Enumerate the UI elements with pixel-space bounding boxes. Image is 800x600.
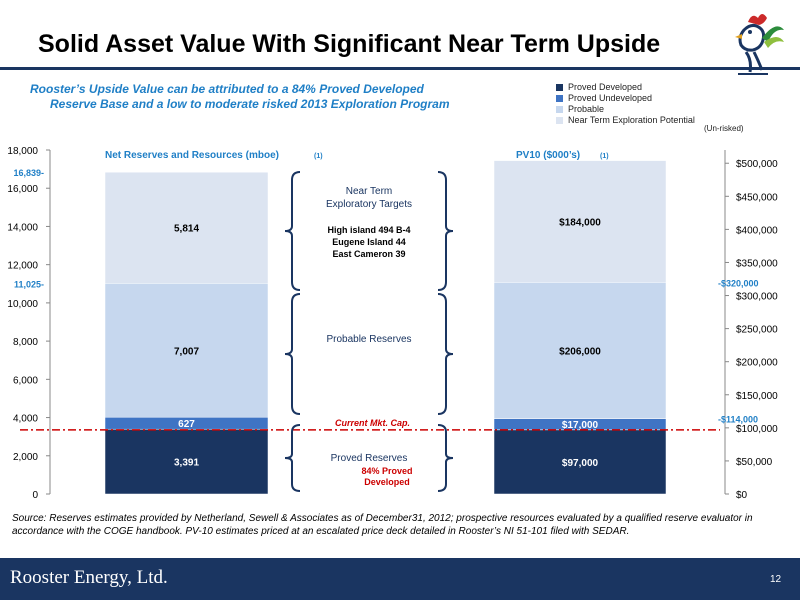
legend-swatch [556, 117, 563, 124]
proved-pct-line-1: 84% Proved [361, 466, 412, 476]
subtitle-line-2: Reserve Base and a low to moderate riske… [50, 97, 450, 111]
chart-layer: 0 2,000 4,000 6,000 8,000 10,000 12,000 14,000 1… [7, 146, 778, 501]
legend-item-proved-undeveloped: Proved Undeveloped [556, 93, 695, 104]
data-label-pv10: $184,000 [559, 217, 601, 228]
data-label-pv10: $17,000 [562, 420, 599, 431]
cumulative-mark-pv10: -$114,000 [718, 415, 758, 425]
bar-segment-pv10 [493, 282, 667, 419]
y-tick-label-right: $250,000 [736, 325, 778, 336]
y-tick-label-left: 16,000 [7, 184, 38, 195]
exploration-target-2: Eugene Island 44 [332, 237, 406, 247]
y-tick-label-right: $50,000 [736, 457, 773, 468]
y-tick-label-right: $400,000 [736, 225, 778, 236]
proved-pct-line-2: Developed [364, 477, 410, 487]
y-tick-label-right: $500,000 [736, 159, 778, 170]
company-name: Rooster Energy, Ltd. [10, 567, 168, 588]
legend-label: Probable [568, 104, 605, 114]
y-tick-label-right: $100,000 [736, 424, 778, 435]
brace-right-probable [437, 293, 454, 415]
rooster-logo-icon [735, 14, 784, 75]
bar-segment-pv10 [493, 160, 667, 283]
data-label-reserves: 3,391 [174, 458, 199, 469]
chart-title-note: (1) [314, 153, 323, 160]
y-tick-label-right: $0 [736, 490, 748, 501]
y-tick-label-left: 18,000 [7, 146, 38, 157]
proved-reserves-label: Proved Reserves [331, 453, 408, 464]
footer-bar [0, 558, 800, 600]
brace-left-exploration [284, 171, 301, 291]
y-tick-label-right: $300,000 [736, 292, 778, 303]
page-title: Solid Asset Value With Significant Near … [38, 30, 661, 58]
y-tick-label-left: 8,000 [13, 337, 38, 348]
data-label-reserves: 627 [178, 419, 195, 430]
y-tick-label-left: 2,000 [13, 452, 38, 463]
brace-left-proved [284, 424, 301, 492]
legend-item-exploration: Near Term Exploration Potential [556, 115, 695, 126]
probable-reserves-label: Probable Reserves [326, 334, 411, 345]
legend-swatch [556, 106, 563, 113]
data-label-pv10: $206,000 [559, 346, 601, 357]
y-tick-label-left: 12,000 [7, 261, 38, 272]
exploration-target-3: East Cameron 39 [332, 249, 405, 259]
cumulative-mark-pv10: -$320,000 [718, 278, 759, 288]
y-tick-label-left: 6,000 [13, 375, 38, 386]
cumulative-mark-reserves: 16,839- [13, 168, 44, 178]
data-label-reserves: 7,007 [174, 346, 199, 357]
brace-right-proved [437, 424, 454, 492]
bar-segment-reserves [104, 171, 269, 284]
chart-title-note: (1) [600, 153, 609, 160]
y-tick-label-right: $350,000 [736, 258, 778, 269]
y-tick-label-right: $150,000 [736, 391, 778, 402]
page-number: 12 [770, 574, 782, 585]
y-tick-label-right: $200,000 [736, 358, 778, 369]
near-term-title-1: Near Term [346, 186, 393, 197]
market-cap-label: Current Mkt. Cap. [335, 418, 410, 428]
bar-segment-pv10 [493, 429, 667, 495]
exploration-target-1: High island 494 B-4 [327, 225, 410, 235]
legend-swatch [556, 84, 563, 91]
brace-left-probable [284, 293, 301, 415]
reserves-and-pv10-chart: 0 2,000 4,000 6,000 8,000 10,000 12,000 14,000 1… [7, 146, 778, 501]
chart-title-reserves: Net Reserves and Resources (mboe) [105, 150, 279, 161]
subtitle-line-1: Rooster’s Upside Value can be attributed… [30, 82, 424, 96]
data-label-pv10: $97,000 [562, 458, 599, 469]
chart-title-pv10: PV10 ($000’s) [516, 150, 580, 161]
legend-label: Proved Developed [568, 82, 643, 92]
brace-right-exploration [437, 171, 454, 291]
subtitle: Rooster’s Upside Value can be attributed… [30, 82, 540, 112]
y-tick-label-left: 4,000 [13, 414, 38, 425]
legend-label: Proved Undeveloped [568, 93, 653, 103]
legend-item-probable: Probable [556, 104, 695, 115]
legend-item-proved-developed: Proved Developed [556, 82, 695, 93]
bar-segment-reserves [104, 428, 269, 495]
source-note: Source: Reserves estimates provided by N… [12, 513, 753, 537]
chart-legend: Proved Developed Proved Undeveloped Prob… [556, 82, 695, 126]
y-tick-label-left: 0 [32, 490, 38, 501]
cumulative-mark-reserves: 11,025- [14, 279, 44, 289]
near-term-title-2: Exploratory Targets [326, 199, 412, 210]
y-tick-label-right: $450,000 [736, 192, 778, 203]
title-divider [0, 67, 800, 70]
data-label-reserves: 5,814 [174, 224, 199, 235]
legend-swatch [556, 95, 563, 102]
y-tick-label-left: 10,000 [7, 299, 38, 310]
unrisked-note: (Un-risked) [704, 124, 744, 133]
y-tick-label-left: 14,000 [7, 222, 38, 233]
legend-label: Near Term Exploration Potential [568, 115, 695, 125]
bar-segment-reserves [104, 283, 269, 418]
